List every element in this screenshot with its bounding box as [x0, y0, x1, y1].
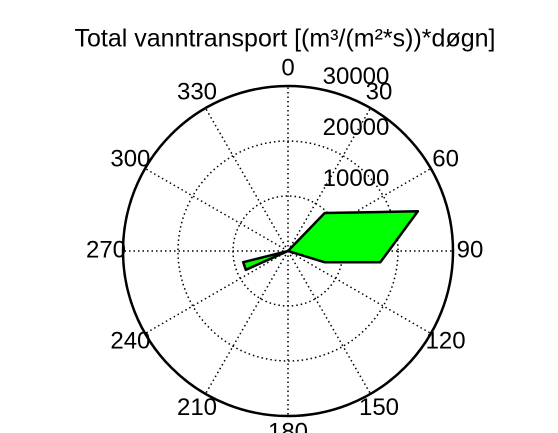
theta-tick-label: 0: [281, 54, 294, 81]
r-tick-label: 20000: [323, 114, 390, 141]
spoke-grid-line: [144, 167, 289, 252]
spoke-grid-line: [287, 250, 372, 395]
spoke-grid-line: [287, 107, 372, 252]
spoke-grid-line: [204, 107, 289, 252]
outer-ring: [121, 84, 455, 418]
chart-title: Total vanntransport [(m³/(m²*s))*døgn]: [75, 25, 496, 53]
theta-tick-label: 330: [177, 79, 217, 106]
r-tick-label: 30000: [323, 63, 390, 90]
theta-tick-label: 180: [268, 418, 308, 433]
data-area: [241, 210, 420, 272]
ring-grid-line: [177, 140, 399, 362]
spoke-grid-line: [287, 250, 432, 335]
r-tick-label: 10000: [323, 165, 390, 192]
theta-tick-label: 270: [86, 236, 126, 263]
spoke-grid-line: [144, 250, 289, 335]
theta-tick-label: 60: [432, 145, 459, 172]
theta-tick-label: 300: [110, 145, 150, 172]
theta-tick-label: 210: [177, 394, 217, 421]
theta-tick-label: 30: [366, 79, 393, 106]
theta-tick-label: 150: [359, 394, 399, 421]
spoke-grid-line: [204, 250, 289, 395]
theta-tick-label: 90: [457, 236, 484, 263]
